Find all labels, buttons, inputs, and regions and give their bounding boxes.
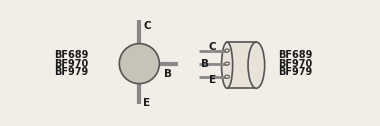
Text: BF689: BF689 (55, 50, 89, 60)
Text: B: B (164, 69, 172, 79)
Text: B: B (201, 59, 209, 69)
Text: BF979: BF979 (55, 67, 89, 77)
Text: BF970: BF970 (55, 59, 89, 69)
Text: BF979: BF979 (278, 67, 312, 77)
Text: BF970: BF970 (278, 59, 312, 69)
Ellipse shape (225, 49, 230, 52)
Text: E: E (209, 75, 216, 85)
Text: E: E (143, 98, 150, 108)
Text: C: C (143, 21, 151, 31)
Bar (227, 42, 256, 88)
Circle shape (119, 44, 159, 84)
Text: BF689: BF689 (278, 50, 312, 60)
Ellipse shape (248, 42, 264, 88)
Ellipse shape (222, 42, 233, 88)
Ellipse shape (225, 62, 230, 65)
Ellipse shape (225, 75, 230, 78)
Text: C: C (209, 42, 216, 52)
